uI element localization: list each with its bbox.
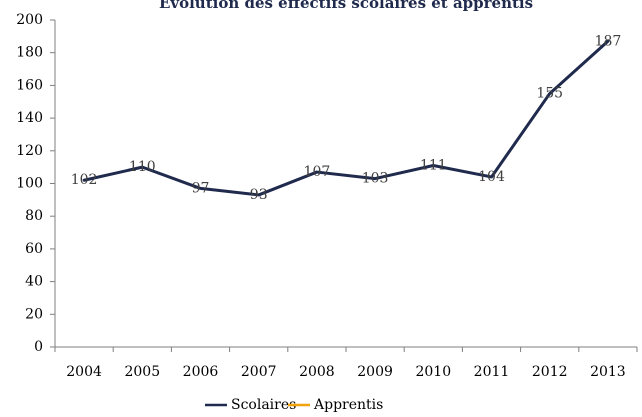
data-label: 103 bbox=[362, 171, 389, 187]
x-tick-label: 2008 bbox=[299, 364, 335, 380]
y-tick-label: 100 bbox=[16, 176, 43, 192]
y-tick-label: 140 bbox=[16, 110, 43, 126]
data-label: 104 bbox=[478, 169, 505, 185]
x-tick-label: 2004 bbox=[66, 364, 102, 380]
data-label: 102 bbox=[71, 172, 98, 188]
y-tick-label: 160 bbox=[16, 77, 43, 93]
data-label: 107 bbox=[304, 164, 331, 180]
y-axis-ticks: 0 20 40 60 80 100 120 140 160 180 200 bbox=[16, 12, 55, 355]
y-tick-label: 60 bbox=[25, 241, 43, 257]
x-tick-label: 2012 bbox=[532, 364, 568, 380]
x-tick-label: 2010 bbox=[415, 364, 451, 380]
legend: Scolaires Apprentis bbox=[205, 397, 383, 413]
data-label: 111 bbox=[420, 158, 447, 174]
x-axis-ticks: 2004 2005 2006 2007 2008 2009 2010 2011 2012 2013 bbox=[54, 347, 638, 380]
y-tick-label: 180 bbox=[16, 45, 43, 61]
data-labels: 102 110 97 93 107 103 111 104 155 187 bbox=[71, 33, 622, 203]
data-label: 97 bbox=[192, 180, 210, 196]
x-tick-label: 2006 bbox=[183, 364, 219, 380]
data-label: 187 bbox=[595, 33, 622, 49]
x-tick-label: 2013 bbox=[590, 364, 626, 380]
data-label: 110 bbox=[129, 159, 156, 175]
legend-label: Apprentis bbox=[313, 397, 383, 413]
x-tick-label: 2009 bbox=[357, 364, 393, 380]
y-tick-label: 40 bbox=[25, 274, 43, 290]
chart-title: Evolution des effectifs scolaires et app… bbox=[159, 0, 533, 12]
y-tick-label: 120 bbox=[16, 143, 43, 159]
y-tick-label: 80 bbox=[25, 208, 43, 224]
y-tick-label: 0 bbox=[34, 339, 43, 355]
series-lines bbox=[82, 39, 610, 197]
x-tick-label: 2005 bbox=[124, 364, 160, 380]
data-label: 155 bbox=[536, 86, 563, 102]
legend-label: Scolaires bbox=[231, 397, 296, 413]
x-tick-label: 2011 bbox=[474, 364, 510, 380]
series-line-scolaires bbox=[82, 39, 610, 197]
y-tick-label: 200 bbox=[16, 12, 43, 28]
x-tick-label: 2007 bbox=[241, 364, 277, 380]
data-label: 93 bbox=[250, 187, 268, 203]
y-tick-label: 20 bbox=[25, 306, 43, 322]
